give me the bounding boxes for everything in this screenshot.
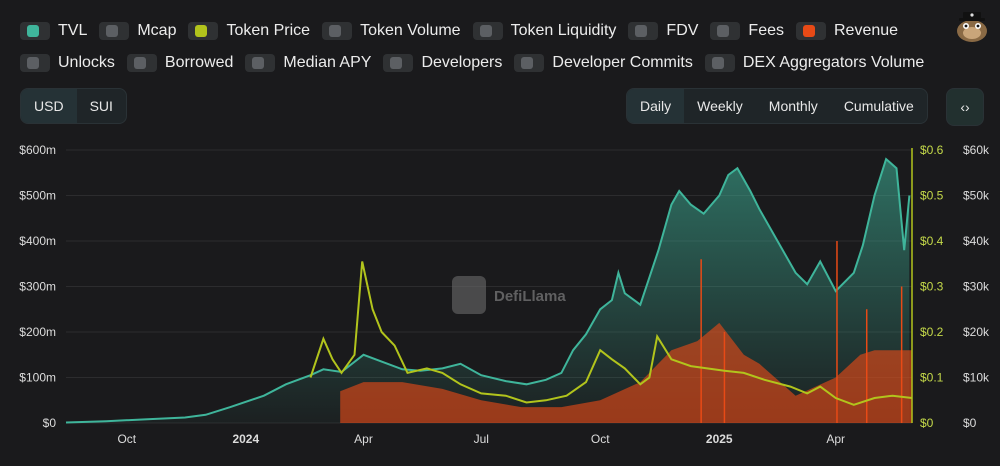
- right1-tick: $0: [920, 416, 934, 430]
- toggle-row-2: Unlocks Borrowed Median APY Developers Devel…: [20, 52, 950, 74]
- toggle-token-price[interactable]: Token Price: [188, 22, 310, 40]
- period-option-daily[interactable]: Daily: [627, 89, 685, 123]
- toggle-revenue[interactable]: Revenue: [796, 22, 898, 40]
- toggle-dex-aggregators-volume[interactable]: DEX Aggregators Volume: [704, 54, 925, 72]
- toggle-label-fees: Fees: [748, 22, 784, 39]
- revenue-axis: $0 $10k $20k $30k $40k $50k $60k: [963, 143, 990, 430]
- x-tick: Apr: [826, 432, 845, 446]
- x-axis: Oct 2024 Apr Jul Oct 2025 Apr: [117, 432, 845, 446]
- embed-button[interactable]: ‹›: [946, 88, 984, 126]
- toggle-label-token-volume: Token Volume: [360, 22, 461, 39]
- x-tick: Oct: [591, 432, 610, 446]
- watermark-text: DefiLlama: [494, 288, 566, 305]
- left-tick: $400m: [19, 234, 56, 248]
- toggle-label-revenue: Revenue: [834, 22, 899, 39]
- period-option-monthly[interactable]: Monthly: [768, 98, 818, 114]
- price-axis: $0 $0.1 $0.2 $0.3 $0.4 $0.5 $0.6: [911, 143, 944, 430]
- defillama-watermark: DefiLlama: [452, 276, 566, 314]
- x-tick: Oct: [117, 432, 136, 446]
- toggle-switch-mcap[interactable]: [99, 22, 130, 40]
- right1-tick: $0.3: [920, 280, 944, 294]
- left-tick: $100m: [19, 371, 56, 385]
- right1-tick: $0.1: [920, 371, 944, 385]
- toggle-label-fdv: FDV: [666, 22, 699, 39]
- toggle-switch-tvl[interactable]: [20, 22, 50, 40]
- toggle-switch-developers[interactable]: [383, 54, 414, 72]
- right1-tick: $0.2: [920, 325, 944, 339]
- token-price-line: [309, 261, 913, 406]
- currency-option-sui[interactable]: SUI: [89, 98, 113, 114]
- toggle-switch-fdv[interactable]: [628, 22, 659, 40]
- toggle-switch-fees[interactable]: [710, 22, 741, 40]
- x-tick: 2024: [232, 432, 259, 446]
- left-tick: $600m: [19, 143, 56, 157]
- defillama-mascot-icon: [957, 12, 987, 42]
- currency-toggle: USD SUI: [20, 88, 127, 124]
- toggle-label-developers: Developers: [421, 54, 503, 71]
- code-icon: ‹›: [960, 99, 970, 115]
- right1-tick: $0.4: [920, 234, 944, 248]
- toggle-label-token-price: Token Price: [226, 22, 311, 39]
- toggle-label-median-apy: Median APY: [283, 54, 372, 71]
- toggle-mcap[interactable]: Mcap: [99, 22, 176, 40]
- toggle-label-dex-aggregators-volume: DEX Aggregators Volume: [742, 54, 925, 71]
- right2-tick: $40k: [963, 234, 990, 248]
- left-tick: $200m: [19, 325, 56, 339]
- toggle-borrowed[interactable]: Borrowed: [126, 54, 234, 72]
- x-tick: Apr: [354, 432, 373, 446]
- toggle-label-tvl: TVL: [58, 22, 88, 39]
- toggle-median-apy[interactable]: Median APY: [245, 54, 371, 72]
- toggle-developers[interactable]: Developers: [383, 54, 502, 72]
- toggle-developer-commits[interactable]: Developer Commits: [514, 54, 693, 72]
- toggle-label-developer-commits: Developer Commits: [552, 54, 693, 71]
- llama-logo-icon: [452, 276, 486, 314]
- toggle-label-borrowed: Borrowed: [164, 54, 234, 71]
- left-tick: $500m: [19, 189, 56, 203]
- toggle-label-mcap: Mcap: [137, 22, 177, 39]
- chart: $0$100m$200m$300m$400m$500m$600m $0$0.1$…: [19, 143, 990, 446]
- toggle-switch-median-apy[interactable]: [245, 54, 276, 72]
- toggle-switch-token-price[interactable]: [188, 22, 219, 40]
- right2-tick: $10k: [963, 371, 990, 385]
- toggle-switch-borrowed[interactable]: [126, 54, 157, 72]
- toggle-switch-revenue[interactable]: [796, 22, 826, 40]
- toggle-switch-dex-aggregators-volume[interactable]: [704, 54, 735, 72]
- right2-tick: $0: [963, 416, 977, 430]
- toggle-row-1: TVL Mcap Token Price Token Volume Token Liqu…: [20, 20, 950, 42]
- right1-tick: $0.5: [920, 189, 944, 203]
- left-axis: $0 $100m $200m $300m $400m $500m $600m: [19, 143, 56, 430]
- metric-toggles: TVL Mcap Token Price Token Volume Token Liqu…: [20, 20, 950, 84]
- left-tick: $0: [43, 416, 57, 430]
- right2-tick: $30k: [963, 280, 990, 294]
- toggle-switch-unlocks[interactable]: [20, 54, 50, 72]
- token-price-series: [309, 261, 913, 406]
- right2-tick: $60k: [963, 143, 990, 157]
- revenue-series: [340, 241, 912, 423]
- x-tick: Jul: [474, 432, 489, 446]
- right2-tick: $50k: [963, 189, 990, 203]
- toggle-label-unlocks: Unlocks: [58, 54, 115, 71]
- x-tick: 2025: [706, 432, 733, 446]
- toggle-label-token-liquidity: Token Liquidity: [510, 22, 617, 39]
- tvl-series: [65, 157, 911, 424]
- revenue-area: [340, 322, 912, 423]
- toggle-fdv[interactable]: FDV: [628, 22, 698, 40]
- tvl-line: [65, 157, 911, 424]
- toggle-token-volume[interactable]: Token Volume: [322, 22, 461, 40]
- currency-option-usd[interactable]: USD: [21, 89, 77, 123]
- toggle-switch-developer-commits[interactable]: [514, 54, 545, 72]
- toggle-unlocks[interactable]: Unlocks: [20, 54, 115, 72]
- toggle-switch-token-liquidity[interactable]: [472, 22, 503, 40]
- period-option-weekly[interactable]: Weekly: [697, 98, 743, 114]
- right1-tick: $0.6: [920, 143, 944, 157]
- period-option-cumulative[interactable]: Cumulative: [843, 98, 914, 114]
- period-toggle: Daily Weekly Monthly Cumulative: [626, 88, 928, 124]
- toggle-fees[interactable]: Fees: [710, 22, 784, 40]
- tvl-area: [66, 159, 910, 423]
- toggle-token-liquidity[interactable]: Token Liquidity: [472, 22, 617, 40]
- right2-tick: $20k: [963, 325, 990, 339]
- toggle-tvl[interactable]: TVL: [20, 22, 87, 40]
- toggle-switch-token-volume[interactable]: [322, 22, 353, 40]
- left-tick: $300m: [19, 280, 56, 294]
